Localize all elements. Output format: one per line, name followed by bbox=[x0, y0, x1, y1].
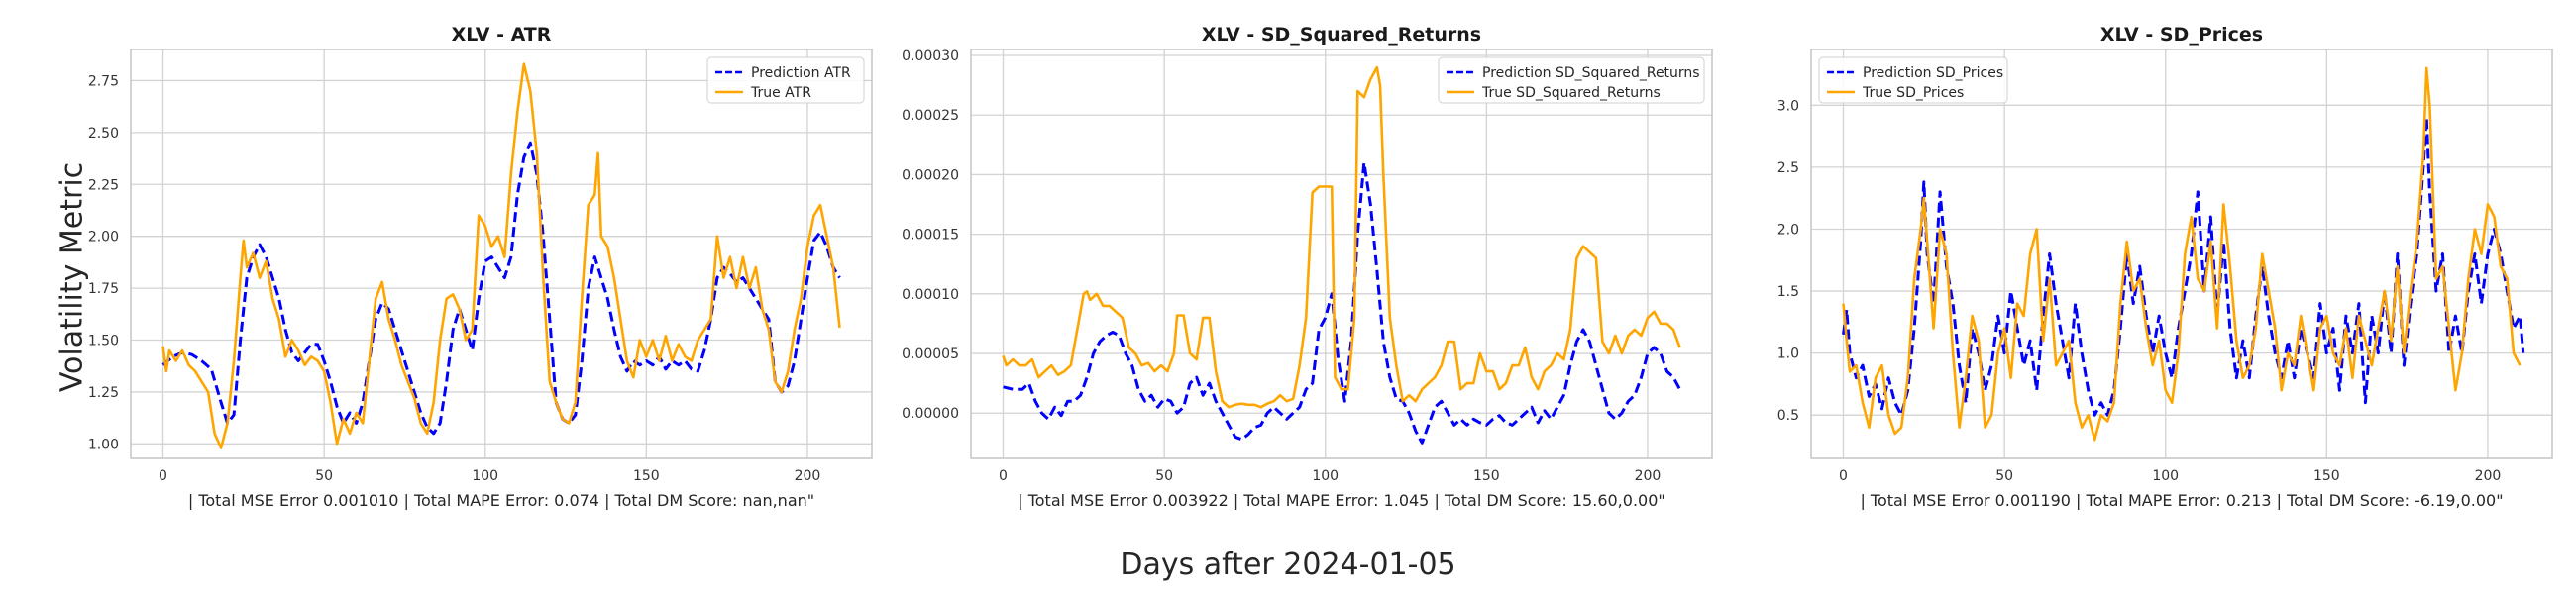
metrics-label: | Total MSE Error 0.003922 | Total MAPE … bbox=[1018, 491, 1665, 510]
x-tick-label: 200 bbox=[2475, 468, 2502, 484]
legend-label: True SD_Squared_Returns bbox=[1481, 85, 1661, 101]
legend-box bbox=[1818, 56, 2008, 104]
y-tick-label: 0.00020 bbox=[902, 167, 959, 183]
legend: Prediction SD_Prices True SD_Prices bbox=[1818, 56, 2008, 104]
series-line-true bbox=[1002, 65, 1681, 409]
y-tick-label: 0.00010 bbox=[902, 287, 959, 303]
y-tick-label: 2.5 bbox=[1777, 160, 1799, 176]
y-tick-label: 1.25 bbox=[88, 385, 119, 401]
subplot-2: 0 50 100 150 200 0.00000 0.00005 0.00010 0.00015… bbox=[902, 24, 1713, 510]
legend-label: Prediction SD_Prices bbox=[1863, 65, 2003, 81]
legend-label: True ATR bbox=[750, 85, 811, 101]
series-line-prediction bbox=[1003, 160, 1681, 445]
legend-label: Prediction SD_Squared_Returns bbox=[1482, 65, 1700, 81]
legend-box bbox=[706, 56, 865, 104]
y-tick-label: 0.00015 bbox=[902, 228, 959, 244]
subplot-3: 0 50 100 150 200 0.5 1.0 1.5 2.0 2.5 3.0 XLV - SD_P… bbox=[1777, 24, 2553, 510]
legend: Prediction SD_Squared_Returns True SD_Squ… bbox=[1438, 56, 1705, 104]
subplot-panels: 0 50 100 150 2001.001.251.501.752.002.252.50… bbox=[88, 24, 2553, 510]
y-tick-label: 1.50 bbox=[88, 334, 119, 349]
legend-label: True SD_Prices bbox=[1862, 85, 1964, 101]
legend-box bbox=[1438, 56, 1705, 104]
subplot-title: XLV - ATR bbox=[452, 24, 552, 46]
x-tick-label: 100 bbox=[2152, 468, 2179, 484]
series-line-true bbox=[1842, 66, 2522, 442]
y-tick-label: 2.50 bbox=[88, 126, 119, 142]
shared-y-axis-label: Volatility Metric bbox=[55, 162, 90, 392]
shared-x-axis-label: Days after 2024-01-05 bbox=[1120, 547, 1455, 582]
y-tick-label: 0.00000 bbox=[902, 406, 959, 422]
metrics-label: | Total MSE Error 0.001010 | Total MAPE … bbox=[188, 491, 814, 510]
x-tick-label: 50 bbox=[1155, 468, 1173, 484]
x-tick-label: 50 bbox=[1995, 468, 2013, 484]
y-tick-label: 3.0 bbox=[1777, 98, 1799, 114]
metrics-label: | Total MSE Error 0.001190 | Total MAPE … bbox=[1860, 491, 2503, 510]
y-tick-label: 2.75 bbox=[88, 73, 119, 89]
y-tick-label: 0.00030 bbox=[902, 49, 959, 64]
x-tick-label: 150 bbox=[633, 468, 660, 484]
subplot-title: XLV - SD_Prices bbox=[2100, 24, 2263, 46]
plot-frame bbox=[130, 49, 873, 459]
x-tick-label: 200 bbox=[1635, 468, 1662, 484]
x-tick-label: 100 bbox=[472, 468, 498, 484]
x-tick-label: 0 bbox=[1839, 468, 1848, 484]
y-tick-label: 1.5 bbox=[1777, 284, 1799, 300]
plot-frame bbox=[1810, 49, 2553, 459]
y-tick-label: 1.00 bbox=[88, 437, 119, 452]
x-tick-label: 100 bbox=[1312, 468, 1339, 484]
x-tick-label: 0 bbox=[999, 468, 1008, 484]
y-tick-label: 2.00 bbox=[88, 230, 119, 246]
x-tick-label: 0 bbox=[159, 468, 167, 484]
series-line-true bbox=[161, 62, 841, 449]
y-tick-label: 2.25 bbox=[88, 177, 119, 193]
subplot-title: XLV - SD_Squared_Returns bbox=[1202, 24, 1481, 46]
y-tick-label: 0.00025 bbox=[902, 108, 959, 124]
x-tick-label: 150 bbox=[2313, 468, 2340, 484]
legend: Prediction ATR True ATR bbox=[706, 56, 865, 104]
x-tick-label: 200 bbox=[795, 468, 821, 484]
y-tick-label: 1.0 bbox=[1777, 346, 1799, 362]
x-tick-label: 50 bbox=[315, 468, 333, 484]
y-tick-label: 0.5 bbox=[1777, 408, 1799, 424]
plot-area bbox=[1811, 50, 2552, 458]
series-line-prediction bbox=[161, 141, 841, 436]
legend-label: Prediction ATR bbox=[751, 65, 851, 81]
plot-frame bbox=[970, 49, 1713, 459]
x-tick-label: 150 bbox=[1473, 468, 1500, 484]
y-tick-label: 1.75 bbox=[88, 281, 119, 297]
subplot-1: 0 50 100 150 200 1.00 1.25 1.50 1.75 2.00 2.25 2.50… bbox=[88, 24, 873, 510]
y-tick-label: 2.0 bbox=[1777, 222, 1799, 238]
y-tick-label: 0.00005 bbox=[902, 346, 959, 362]
plot-area bbox=[971, 50, 1712, 458]
